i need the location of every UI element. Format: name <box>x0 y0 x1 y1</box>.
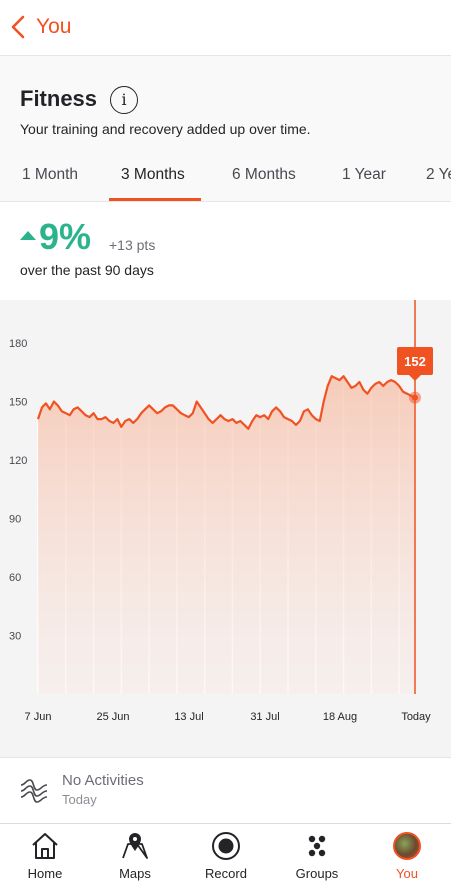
nav-you[interactable]: You <box>362 826 451 890</box>
selection-point-core <box>412 394 418 401</box>
nav-groups[interactable]: Groups <box>272 826 362 890</box>
x-tick-label: Today <box>401 711 431 723</box>
fitness-chart[interactable]: 30 60 90 120 150 180 7 Jun 25 Jun 13 Jul 31 Jul 1… <box>0 300 451 757</box>
nav-home-label: Home <box>27 866 63 881</box>
back-button[interactable]: You <box>10 14 71 40</box>
nav-you-label: You <box>396 866 418 881</box>
y-tick-label: 150 <box>9 397 27 409</box>
tab-1-month[interactable]: 1 Month <box>22 166 79 183</box>
back-label[interactable]: You <box>36 15 72 38</box>
y-tick-label: 180 <box>9 338 27 350</box>
groups-icon <box>308 835 326 857</box>
nav-maps-label: Maps <box>119 866 151 881</box>
fitness-stats <box>0 202 451 300</box>
y-tick-label: 30 <box>9 631 21 643</box>
activity-row[interactable] <box>0 757 451 823</box>
x-tick-label: 31 Jul <box>250 711 279 723</box>
page-title: Fitness <box>20 86 98 111</box>
y-tick-label: 120 <box>9 455 27 467</box>
nav-record-label: Record <box>205 866 247 881</box>
nav-groups-label: Groups <box>295 866 339 881</box>
change-points: +13 pts <box>109 237 156 253</box>
y-tick-label: 60 <box>9 572 21 584</box>
active-tab-indicator <box>109 198 201 201</box>
fitness-header <box>0 56 451 202</box>
divider <box>0 201 451 202</box>
nav-record[interactable]: Record <box>181 826 271 890</box>
tab-6-months[interactable]: 6 Months <box>232 166 296 183</box>
x-tick-label: 7 Jun <box>25 711 52 723</box>
x-tick-label: 25 Jun <box>96 711 129 723</box>
value-tooltip-pointer <box>409 375 421 381</box>
selected-value-label: 152 <box>404 354 426 369</box>
tab-2-years[interactable]: 2 Ye <box>426 166 451 183</box>
activity-title: No Activities <box>62 772 144 789</box>
info-icon[interactable]: i <box>110 86 138 114</box>
x-tick-label: 13 Jul <box>174 711 203 723</box>
avatar <box>393 832 421 860</box>
activity-subtitle: Today <box>62 792 97 807</box>
fitness-line <box>36 375 416 430</box>
change-percent: 9% <box>39 216 92 257</box>
tab-3-months[interactable]: 3 Months <box>121 166 185 183</box>
value-tooltip <box>397 347 433 375</box>
fitness-area <box>38 376 415 694</box>
nav-maps[interactable]: Maps <box>90 826 180 890</box>
page-subtitle: Your training and recovery added up over… <box>20 121 311 137</box>
period-label: over the past 90 days <box>20 262 154 278</box>
top-bar <box>0 0 451 56</box>
nav-home[interactable]: Home <box>0 826 90 890</box>
tab-1-year[interactable]: 1 Year <box>342 166 386 183</box>
y-tick-label: 90 <box>9 514 21 526</box>
record-icon <box>212 832 240 860</box>
trend-up-icon <box>20 231 36 240</box>
map-icon <box>122 833 148 859</box>
chevron-left-icon <box>11 15 25 39</box>
x-tick-label: 18 Aug <box>323 711 357 723</box>
activity-wave-icon <box>20 779 48 803</box>
home-icon <box>32 833 58 859</box>
